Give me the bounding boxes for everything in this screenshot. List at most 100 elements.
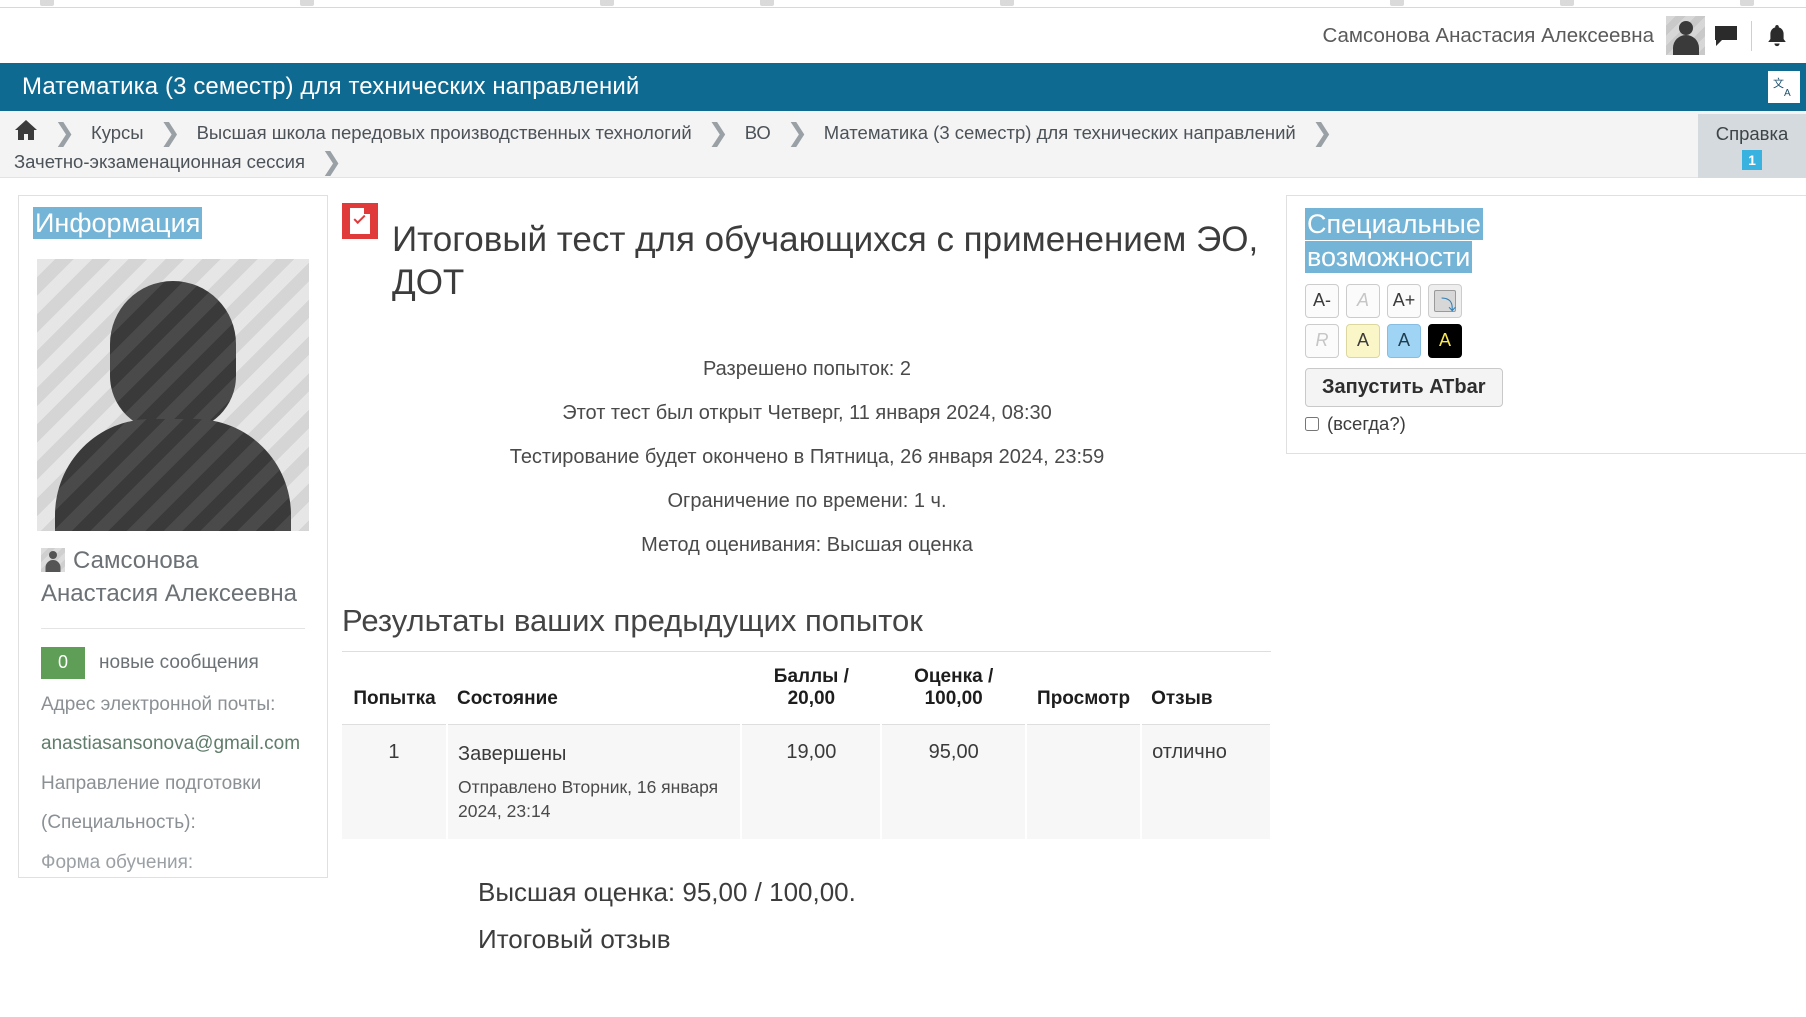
profile-picture [37, 259, 309, 531]
table-header-row: Попытка Состояние Баллы / 20,00 Оценка /… [342, 650, 1271, 725]
breadcrumb-item-0[interactable]: Курсы [90, 122, 144, 143]
profile-user: Самсонова Анастасия Алексеевна [19, 531, 327, 610]
attempts-table-body: 1 Завершены Отправлено Вторник, 16 январ… [342, 724, 1272, 839]
atbar-always-row[interactable]: (всегда?) [1305, 413, 1806, 435]
email-label: Адрес электронной почты: [41, 693, 276, 715]
information-block-title: Информация [19, 196, 327, 245]
black-theme-button[interactable]: A [1428, 323, 1462, 358]
attempts-table: Попытка Состояние Баллы / 20,00 Оценка /… [342, 650, 1272, 839]
program-label-line2: (Специальность): [41, 812, 196, 834]
atbar-always-checkbox[interactable] [1305, 416, 1319, 431]
breadcrumb-bar: ❯ Курсы ❯ Высшая школа передовых произво… [0, 111, 1806, 198]
quiz-main-content: Итоговый тест для обучающихся с применен… [342, 195, 1272, 971]
user-avatar[interactable] [1666, 16, 1705, 55]
help-button[interactable]: Справка 1 [1698, 114, 1806, 178]
profile-user-name: Самсонова Анастасия Алексеевна [41, 547, 297, 607]
atbar-always-label: (всегда?) [1327, 412, 1406, 434]
launch-atbar-button[interactable]: Запустить ATbar [1305, 367, 1503, 407]
breadcrumb-separator: ❯ [1311, 118, 1333, 147]
save-settings-icon[interactable]: ⤵ [1428, 283, 1462, 318]
overall-feedback-heading: Итоговый отзыв [478, 923, 671, 954]
header-grade-line2: 100,00 [924, 687, 983, 709]
breadcrumb-separator: ❯ [54, 118, 75, 147]
accessibility-title-line2: возможности [1305, 240, 1473, 273]
header-score-line1: Баллы / [773, 665, 849, 687]
cell-grade: 95,00 [881, 724, 1028, 839]
cell-state-submitted: Отправлено Вторник, 16 января 2024, 23:1… [457, 776, 719, 821]
quiz-meta-grading-method: Метод оценивания: Высшая оценка [641, 533, 973, 556]
page-title: Итоговый тест для обучающихся с применен… [392, 220, 1259, 303]
attempts-table-head: Попытка Состояние Баллы / 20,00 Оценка /… [342, 650, 1271, 725]
svg-text:A: A [1784, 88, 1791, 98]
reset-colors-button[interactable]: R [1305, 323, 1339, 358]
quiz-summary: Высшая оценка: 95,00 / 100,00. Итоговый … [478, 877, 1272, 955]
quiz-meta-closes: Тестирование будет окончено в Пятница, 2… [509, 445, 1105, 468]
accessibility-block: Специальные возможности A- A A+ ⤵ R A A … [1286, 195, 1806, 454]
breadcrumb-separator: ❯ [786, 118, 808, 147]
top-user-bar: Самсонова Анастасия Алексеевна [0, 8, 1806, 63]
header-attempt: Попытка [342, 650, 447, 725]
page-body: Информация Самсонова Анастасия Алексеевн… [0, 178, 1806, 1017]
header-score: Баллы / 20,00 [741, 650, 882, 725]
mini-avatar-icon [41, 548, 65, 572]
new-messages-count: 0 [41, 647, 86, 679]
breadcrumb-item-4[interactable]: Зачетно-экзаменационная сессия [14, 151, 306, 172]
breadcrumb-item-2[interactable]: ВО [744, 122, 771, 143]
course-title: Математика (3 семестр) для технических н… [22, 73, 640, 100]
cell-state-main: Завершены [457, 742, 567, 765]
quiz-meta-opened: Этот тест был открыт Четверг, 11 января … [562, 401, 1052, 424]
study-form-label: Форма обучения: [41, 852, 194, 874]
table-row: 1 Завершены Отправлено Вторник, 16 январ… [342, 724, 1272, 839]
header-grade-line1: Оценка / [914, 665, 994, 687]
cell-attempt: 1 [342, 724, 448, 839]
header-grade: Оценка / 100,00 [881, 650, 1027, 725]
svg-text:文: 文 [1773, 76, 1784, 90]
breadcrumb-separator: ❯ [159, 118, 181, 147]
atbar-color-row: R A A A [1287, 318, 1806, 358]
translate-icon[interactable]: 文 A [1768, 71, 1800, 103]
toolbar-divider [1751, 20, 1752, 51]
email-value[interactable]: anastiasansonova@gmail.com [41, 733, 301, 755]
help-label: Справка [1715, 123, 1789, 144]
program-label-line1: Направление подготовки [41, 772, 262, 794]
information-block-title-text: Информация [33, 207, 203, 239]
previous-attempts-heading: Результаты ваших предыдущих попыток [342, 602, 923, 638]
home-icon[interactable] [14, 117, 38, 149]
cell-score: 19,00 [741, 724, 883, 839]
quiz-meta-attempts: Разрешено попыток: 2 [702, 357, 912, 380]
course-title-bar: Математика (3 семестр) для технических н… [0, 63, 1806, 111]
cell-review[interactable] [1026, 724, 1143, 839]
profile-name-row[interactable]: Самсонова Анастасия Алексеевна [41, 545, 311, 610]
decrease-font-button[interactable]: A- [1305, 283, 1339, 318]
breadcrumb: ❯ Курсы ❯ Высшая школа передовых произво… [0, 111, 1470, 175]
new-messages-row[interactable]: 0 новые сообщения [19, 629, 327, 679]
header-score-line2: 20,00 [787, 687, 836, 709]
browser-chrome-sliver [0, 0, 1806, 8]
cell-state: Завершены Отправлено Вторник, 16 января … [446, 724, 743, 839]
increase-font-button[interactable]: A+ [1387, 283, 1421, 318]
breadcrumb-item-3[interactable]: Математика (3 семестр) для технических н… [823, 122, 1296, 143]
breadcrumb-item-1[interactable]: Высшая школа передовых производственных … [196, 122, 692, 143]
blue-theme-button[interactable]: A [1387, 323, 1421, 358]
yellow-theme-button[interactable]: A [1346, 323, 1380, 358]
bell-icon[interactable] [1756, 15, 1798, 57]
breadcrumb-separator: ❯ [321, 147, 342, 176]
quiz-header: Итоговый тест для обучающихся с применен… [342, 195, 1272, 328]
information-block: Информация Самсонова Анастасия Алексеевн… [18, 195, 328, 878]
breadcrumb-separator: ❯ [707, 118, 729, 147]
current-user-name[interactable]: Самсонова Анастасия Алексеевна [1322, 23, 1655, 47]
header-state: Состояние [446, 650, 742, 725]
profile-divider [41, 628, 305, 630]
header-review: Просмотр [1026, 650, 1142, 725]
quiz-meta-timelimit: Ограничение по времени: 1 ч. [667, 489, 947, 512]
header-feedback: Отзыв [1141, 650, 1271, 725]
reset-font-button[interactable]: A [1346, 283, 1380, 318]
new-messages-label: новые сообщения [99, 652, 259, 674]
highest-grade-text: Высшая оценка: 95,00 / 100,00. [478, 876, 856, 907]
messages-icon[interactable] [1705, 15, 1747, 57]
quiz-icon [342, 203, 378, 239]
accessibility-title-line1: Специальные [1305, 208, 1483, 240]
atbar-font-row: A- A A+ ⤵ [1287, 278, 1806, 318]
cell-feedback: отлично [1141, 724, 1272, 839]
accessibility-block-title: Специальные возможности [1287, 196, 1806, 278]
